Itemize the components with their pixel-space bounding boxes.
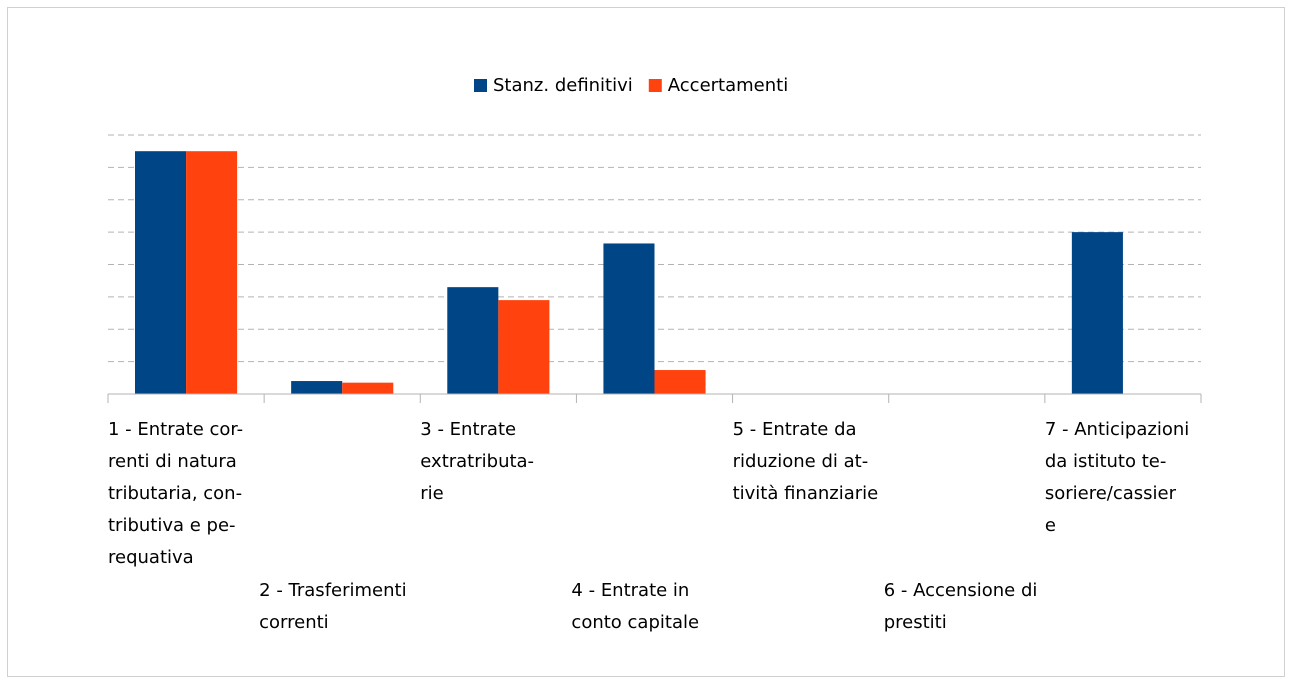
bar — [654, 370, 706, 394]
legend-label: Stanz. definitivi — [493, 75, 633, 96]
x-tick-label: tributaria, con- — [108, 483, 242, 504]
x-tick-label: 2 - Trasferimenti — [259, 580, 406, 601]
bar — [186, 151, 238, 394]
legend-swatch — [648, 79, 662, 92]
x-tick-label: conto capitale — [571, 612, 699, 633]
x-tick-label: 5 - Entrate da — [733, 419, 857, 440]
x-tick-label: tività finanziarie — [733, 483, 879, 504]
bar — [135, 151, 187, 394]
x-tick-label: riduzione di at- — [733, 451, 869, 472]
legend-swatch — [474, 79, 487, 92]
legend-label: Accertamenti — [668, 75, 788, 96]
x-tick-label: 1 - Entrate cor- — [108, 419, 243, 440]
x-tick-label: requativa — [108, 547, 194, 568]
x-tick-label: soriere/cassier — [1045, 483, 1177, 504]
x-tick-label: 3 - Entrate — [420, 419, 516, 440]
x-tick-label: 7 - Anticipazioni — [1045, 419, 1189, 440]
x-tick-label: 6 - Accensione di — [884, 580, 1038, 601]
x-tick-label: da istituto te- — [1045, 451, 1167, 472]
x-tick-label: e — [1045, 515, 1056, 536]
bar — [603, 243, 655, 394]
x-tick-label: tributiva e pe- — [108, 515, 236, 536]
x-tick-label: prestiti — [884, 612, 947, 633]
x-tick-label: correnti — [259, 612, 329, 633]
x-tick-label: rie — [420, 483, 443, 504]
x-tick-label: renti di natura — [108, 451, 237, 472]
bar — [447, 287, 499, 394]
bar — [498, 300, 550, 394]
x-tick-label: 4 - Entrate in — [571, 580, 689, 601]
x-tick-label: extratributa- — [420, 451, 534, 472]
bar — [291, 381, 343, 394]
bar — [342, 382, 394, 394]
bar — [1071, 232, 1123, 394]
